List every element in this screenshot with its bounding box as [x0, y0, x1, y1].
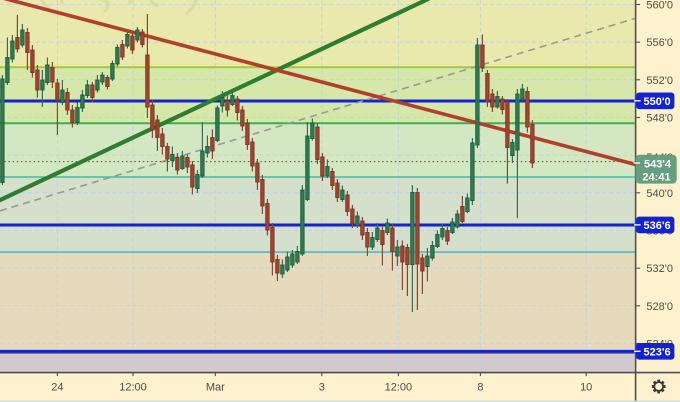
svg-text:560'0: 560'0	[646, 0, 673, 12]
svg-text:552'0: 552'0	[646, 75, 673, 87]
svg-text:536'6: 536'6	[644, 220, 671, 232]
svg-text:540'0: 540'0	[646, 188, 673, 200]
svg-text:556'0: 556'0	[646, 37, 673, 49]
svg-text:550'0: 550'0	[644, 96, 671, 108]
svg-text:10: 10	[580, 382, 592, 394]
svg-text:12:00: 12:00	[119, 382, 147, 394]
svg-text:24: 24	[51, 382, 63, 394]
svg-text:12:00: 12:00	[385, 382, 413, 394]
svg-text:523'6: 523'6	[644, 346, 671, 358]
svg-text:3: 3	[319, 382, 325, 394]
svg-text:Mar: Mar	[206, 382, 225, 394]
svg-text:548'0: 548'0	[646, 113, 673, 125]
svg-text:528'0: 528'0	[646, 301, 673, 313]
svg-text:543'4: 543'4	[644, 158, 672, 170]
svg-text:532'0: 532'0	[646, 263, 673, 275]
svg-text:24:41: 24:41	[642, 171, 670, 183]
svg-text:8: 8	[477, 382, 483, 394]
